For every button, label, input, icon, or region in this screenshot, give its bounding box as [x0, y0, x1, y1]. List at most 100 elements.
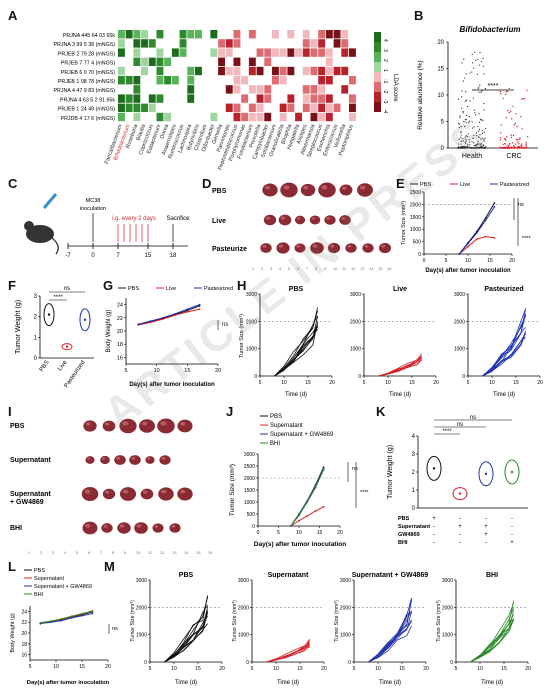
tumor — [129, 455, 141, 465]
data-point — [510, 470, 514, 474]
data-point — [520, 146, 523, 148]
data-point — [81, 612, 83, 615]
subplot-title: Supernatant — [268, 572, 310, 579]
table-mark: + — [484, 524, 488, 530]
ruler-tick: 7 — [306, 266, 309, 271]
legend-label: Live — [166, 286, 176, 292]
ruler-tick: 11 — [342, 266, 347, 271]
sig-four: **** — [360, 490, 369, 496]
data-point — [461, 146, 463, 148]
data-point — [322, 505, 325, 508]
data-point — [468, 115, 470, 118]
data-point — [517, 138, 519, 141]
data-point — [463, 58, 465, 60]
data-point — [483, 73, 485, 75]
data-point — [91, 610, 94, 613]
tumor-highlight — [104, 422, 110, 426]
data-point — [91, 612, 94, 615]
y-tick-label: 0 — [441, 146, 445, 152]
x-tick-label: 20 — [321, 666, 327, 672]
table-mark: - — [511, 516, 513, 522]
tumor-highlight — [330, 244, 335, 248]
heatmap-cell — [225, 39, 233, 48]
panel-label-g: G — [103, 278, 114, 293]
x-tick-label: 5 — [259, 380, 262, 386]
data-point — [464, 100, 466, 102]
heatmap-cell — [333, 30, 341, 39]
timeline-day: 0 — [91, 253, 95, 259]
x-tick-label: 5 — [353, 666, 356, 672]
x-tick-label: 15 — [79, 664, 85, 670]
heatmap-row-label: PRJEB 2 79 28 (mNGS) — [58, 51, 115, 57]
y-axis-label: Body Weight (g) — [10, 613, 16, 653]
x-tick-label: 10 — [296, 530, 302, 536]
lda-heatmap: PRJNA 445 64 03 65k PRJNA 3 99 5 38 (mNGS… — [53, 30, 398, 171]
row-label: Supernatant — [10, 491, 52, 498]
heatmap-cell — [187, 76, 195, 85]
heatmap-cell — [241, 94, 249, 103]
tumor-highlight — [85, 422, 91, 426]
table-mark: + — [432, 516, 436, 522]
tumor — [378, 242, 392, 254]
tumor-highlight — [122, 489, 129, 494]
heatmap-cell — [279, 103, 287, 112]
individual-line — [274, 307, 318, 377]
timeline-day: 7 — [116, 253, 120, 259]
heatmap-cell — [318, 66, 326, 76]
heatmap-row-label: PRJNA 445 64 03 65k — [63, 33, 115, 39]
x-tick-label: 15 — [513, 380, 519, 386]
heatmap-cell — [133, 57, 141, 66]
ruler-tick: 10 — [136, 550, 141, 555]
heatmap-cell — [233, 30, 241, 39]
tumor-highlight — [84, 489, 91, 494]
data-point — [507, 147, 509, 149]
y-axis-label: Tumor Weight (g) — [387, 445, 394, 499]
heatmap-cell — [125, 30, 133, 39]
data-point — [471, 127, 474, 129]
data-point — [505, 93, 507, 95]
data-point — [471, 140, 473, 143]
data-point — [483, 140, 485, 142]
data-point — [478, 86, 480, 88]
data-point — [460, 146, 462, 148]
subplot-title: PBS — [289, 286, 304, 293]
heatmap-cell — [248, 57, 256, 66]
data-point — [465, 138, 467, 140]
data-point — [525, 146, 527, 149]
x-axis-label: Time (d) — [493, 392, 515, 398]
heatmap-cell — [333, 39, 341, 48]
sig-mark: **** — [488, 83, 499, 90]
tumor-highlight — [326, 216, 331, 220]
legend-label: PBS — [128, 286, 139, 292]
ruler-tick: 11 — [148, 550, 153, 555]
heatmap-cell — [218, 39, 225, 48]
data-point — [483, 102, 485, 105]
data-point — [462, 147, 464, 149]
data-point — [483, 139, 485, 141]
heatmap-cell — [295, 48, 302, 57]
heatmap-cell — [171, 48, 179, 57]
data-point — [484, 219, 487, 222]
x-tick-label: PBS — [39, 360, 51, 373]
ruler-tick: 6 — [88, 550, 91, 555]
legend-label: BHI — [270, 441, 280, 447]
heatmap-cell — [256, 66, 264, 76]
heatmap-cell — [248, 85, 256, 94]
x-tick-label: 15 — [399, 666, 405, 672]
data-point — [504, 138, 506, 141]
heatmap-cell — [279, 66, 287, 76]
x-tick-label: 15 — [195, 666, 201, 672]
y-tick-label: 0 — [34, 356, 38, 362]
data-point — [466, 145, 468, 147]
heatmap-cell — [187, 85, 195, 94]
data-point — [484, 217, 487, 219]
data-point — [465, 121, 467, 123]
x-tick-label: 20 — [509, 258, 515, 264]
y-tick-label: 2 — [412, 470, 416, 476]
x-tick-label: 5 — [467, 380, 470, 386]
data-point — [464, 77, 466, 79]
series-line — [40, 610, 93, 624]
heatmap-cell — [318, 112, 326, 122]
tumor-highlight — [136, 524, 142, 528]
heatmap-cell — [218, 57, 225, 66]
